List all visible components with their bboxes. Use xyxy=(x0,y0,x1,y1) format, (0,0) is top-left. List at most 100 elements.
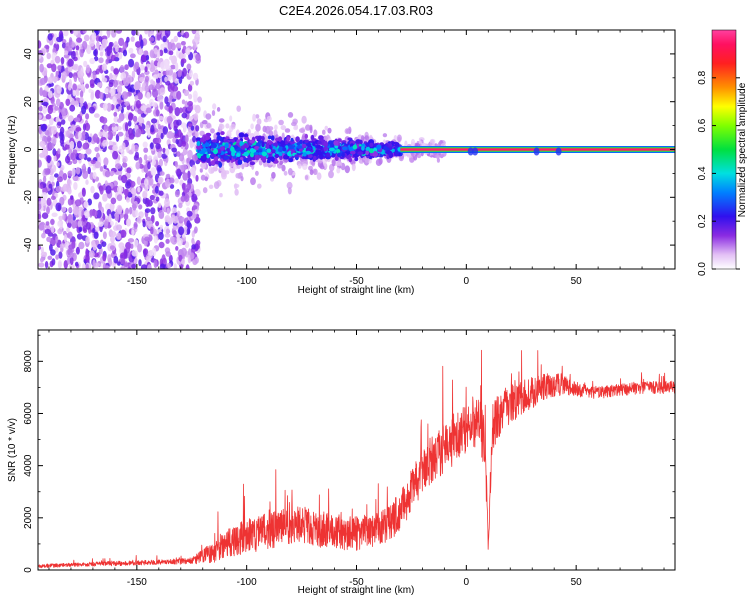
heatmap-cell xyxy=(216,107,221,112)
heatmap-cell xyxy=(134,61,140,70)
heatmap-cell xyxy=(192,205,198,211)
heatmap-cell xyxy=(38,213,42,220)
heatmap-cell xyxy=(174,107,181,117)
heatmap-cell xyxy=(72,83,78,91)
heatmap-cell xyxy=(54,173,59,178)
heatmap-cell xyxy=(65,98,71,107)
heatmap-cell xyxy=(49,117,54,126)
heatmap-cell xyxy=(72,90,77,97)
heatmap-cell xyxy=(165,69,170,76)
heatmap-cell xyxy=(89,39,95,47)
heatmap-cell xyxy=(94,227,101,232)
heatmap-cell xyxy=(113,79,118,88)
heatmap-cell xyxy=(157,94,164,103)
heatmap-cell xyxy=(150,50,154,58)
heatmap-cell xyxy=(326,152,331,158)
heatmap-cell xyxy=(88,88,93,94)
heatmap-cell xyxy=(50,195,56,200)
heatmap-cell xyxy=(164,198,170,208)
heatmap-cell xyxy=(165,251,171,257)
heatmap-cell xyxy=(135,161,141,170)
heatmap-cell xyxy=(316,144,322,149)
x-tick-label: 50 xyxy=(571,577,583,588)
snr-x-axis-label: Height of straight line (km) xyxy=(298,585,415,596)
heatmap-cell xyxy=(67,178,71,186)
heatmap-cell xyxy=(132,115,138,122)
heatmap-cell xyxy=(178,254,183,262)
heatmap-cell xyxy=(365,147,371,151)
heatmap-cell xyxy=(181,140,186,147)
heatmap-cell xyxy=(76,84,84,89)
heatmap-cell xyxy=(180,41,186,46)
heatmap-cell xyxy=(404,140,408,148)
heatmap-cell xyxy=(81,187,86,197)
heatmap-cell xyxy=(155,82,161,90)
heatmap-cell xyxy=(274,153,280,159)
heatmap-cell xyxy=(188,93,193,100)
heatmap-cell xyxy=(182,172,189,181)
heatmap-cell xyxy=(187,122,193,128)
heatmap-cell xyxy=(154,69,159,75)
heatmap-cell xyxy=(82,130,86,136)
heatmap-cell xyxy=(199,150,205,155)
heatmap-cell xyxy=(287,112,294,118)
heatmap-cell xyxy=(39,63,44,73)
heatmap-cell xyxy=(309,169,314,176)
heatmap-cell xyxy=(191,193,198,203)
heatmap-cell xyxy=(144,178,149,187)
heatmap-cell xyxy=(115,133,120,142)
heatmap-cell xyxy=(307,154,313,159)
heatmap-cell xyxy=(157,72,163,79)
heatmap-cell xyxy=(167,130,174,139)
heatmap-cell xyxy=(362,157,366,163)
snr-y-axis-label: SNR (10 * v/v) xyxy=(7,418,18,482)
heatmap-cell xyxy=(78,130,82,140)
heatmap-cell xyxy=(120,229,127,238)
heatmap-cell xyxy=(208,184,214,189)
heatmap-cell xyxy=(128,58,135,68)
heatmap-cell xyxy=(130,36,135,42)
heatmap-cell xyxy=(73,117,81,123)
heatmap-cell xyxy=(171,85,179,92)
heatmap-cell xyxy=(38,100,42,107)
heatmap-cell xyxy=(51,136,57,145)
heatmap-cell xyxy=(382,133,388,138)
heatmap-cell xyxy=(186,227,191,235)
heatmap-cell xyxy=(223,155,230,160)
heatmap-cell xyxy=(69,256,74,265)
heatmap-cell xyxy=(46,63,53,69)
heatmap-cell xyxy=(151,215,155,224)
heatmap-cell xyxy=(82,142,89,150)
heatmap-cell xyxy=(163,41,168,48)
heatmap-cell xyxy=(87,136,92,143)
heatmap-cell xyxy=(165,148,170,156)
heatmap-cell xyxy=(133,239,139,248)
heatmap-cell xyxy=(78,241,85,250)
heatmap-cell xyxy=(72,174,79,182)
heatmap-cell xyxy=(82,123,87,131)
heatmap-cell xyxy=(181,164,188,171)
heatmap-cell xyxy=(331,159,336,167)
heatmap-cell xyxy=(171,207,177,214)
heatmap-cell xyxy=(143,147,149,153)
heatmap-cell xyxy=(135,209,139,217)
heatmap-cell xyxy=(67,83,72,91)
heatmap-cell xyxy=(40,183,44,190)
heatmap-cell xyxy=(323,145,328,152)
colorbar-tick-label: 0.2 xyxy=(697,214,708,228)
heatmap-cell xyxy=(116,232,122,240)
heatmap-cell xyxy=(107,92,112,98)
heatmap-cell xyxy=(234,188,239,196)
heatmap-cell xyxy=(394,142,400,148)
heatmap-cell xyxy=(55,98,61,107)
heatmap-cell xyxy=(205,113,212,120)
heatmap-cell xyxy=(240,149,246,153)
heatmap-cell xyxy=(68,72,74,79)
heatmap-cell xyxy=(96,42,100,50)
heatmap-cell xyxy=(102,139,109,147)
heatmap-cell xyxy=(50,225,55,233)
heatmap-cell xyxy=(225,123,230,129)
heatmap-cell xyxy=(156,33,161,41)
heatmap-cell xyxy=(57,121,62,126)
heatmap-cell xyxy=(287,187,292,195)
